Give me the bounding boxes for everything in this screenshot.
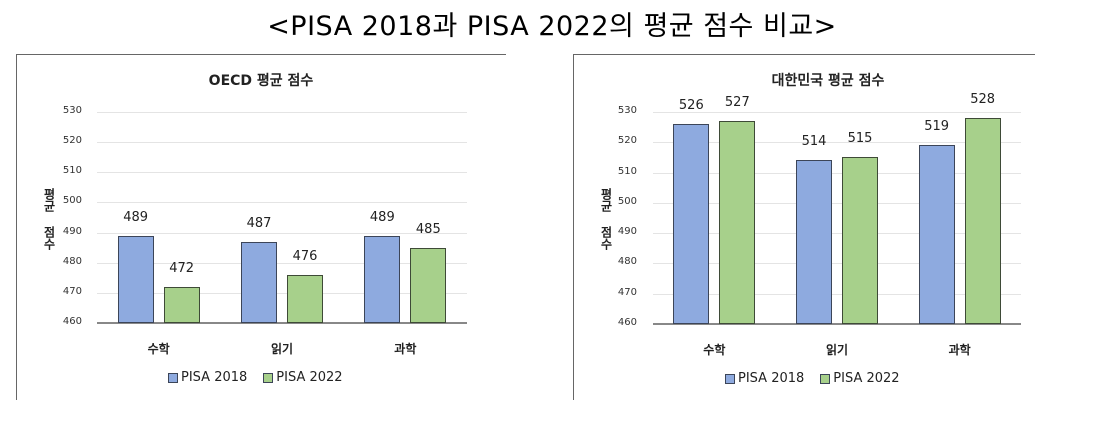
legend-swatch-icon (820, 373, 831, 384)
data-label: 472 (169, 260, 195, 276)
data-label: 514 (801, 134, 827, 150)
gridline (97, 232, 467, 234)
y-tick-label: 490 (617, 226, 637, 238)
data-label: 527 (724, 95, 750, 111)
y-tick-label: 480 (62, 255, 82, 267)
gridline (653, 233, 1021, 235)
category-label: 과학 (394, 342, 417, 356)
legend-item: PISA 2018 (168, 370, 247, 385)
legend-item: PISA 2022 (820, 371, 900, 386)
bar-pisa2018 (918, 145, 955, 324)
category-label: 과학 (948, 343, 971, 357)
bar-pisa2022 (287, 274, 323, 323)
y-tick-label: 470 (617, 286, 637, 298)
gridline (653, 202, 1021, 204)
y-axis-label: 평균 점수 (599, 188, 613, 250)
bar-pisa2018 (117, 235, 154, 323)
x-axis-line (653, 323, 1021, 325)
legend-label: PISA 2022 (276, 370, 343, 385)
gridline (97, 112, 467, 113)
data-label: 485 (415, 221, 441, 237)
frame-border-top (573, 54, 1035, 55)
chart-title: OECD 평균 점수 (208, 73, 314, 89)
legend-swatch-icon (168, 372, 178, 383)
data-label: 489 (123, 209, 149, 225)
oecd-chart-panel (16, 54, 506, 400)
category-label: 읽기 (270, 342, 294, 356)
gridline (97, 202, 467, 204)
legend: PISA 2018 PISA 2022 (725, 371, 910, 386)
bar-pisa2022 (964, 118, 1001, 324)
gridline (653, 112, 1021, 113)
bar-pisa2022 (163, 286, 200, 323)
bar-pisa2018 (673, 124, 710, 324)
y-tick-label: 460 (62, 316, 82, 327)
data-label: 487 (246, 215, 272, 231)
y-tick-label: 490 (62, 225, 82, 237)
bar-pisa2022 (842, 157, 878, 324)
gridline (97, 262, 467, 264)
category-label: 수학 (703, 343, 726, 357)
category-label: 수학 (147, 342, 170, 356)
legend-swatch-icon (263, 372, 274, 383)
data-label: 489 (369, 209, 395, 225)
y-tick-label: 510 (62, 165, 82, 177)
bar-pisa2018 (241, 241, 277, 323)
bar-pisa2022 (719, 121, 756, 324)
y-axis-label: 평균 점수 (42, 188, 56, 250)
y-tick-label: 510 (617, 165, 637, 177)
gridline (97, 142, 467, 144)
legend-item: PISA 2018 (725, 371, 804, 386)
data-label: 528 (970, 92, 996, 108)
legend-label: PISA 2022 (833, 371, 900, 386)
x-axis-line (97, 322, 467, 324)
y-tick-label: 460 (617, 317, 637, 328)
chart-title: 대한민국 평균 점수 (771, 73, 885, 89)
y-tick-label: 500 (62, 195, 82, 207)
bar-pisa2018 (796, 160, 832, 324)
y-tick-label: 470 (62, 285, 82, 297)
frame-border-left (573, 54, 574, 400)
y-tick-label: 520 (62, 135, 82, 147)
gridline (97, 172, 467, 174)
y-tick-label: 520 (617, 135, 637, 147)
gridline (653, 172, 1021, 174)
bar-pisa2018 (364, 235, 401, 323)
korea-chart-panel (573, 54, 1035, 400)
y-tick-label: 530 (62, 105, 82, 116)
y-tick-label: 480 (617, 256, 637, 268)
gridline (653, 293, 1021, 295)
gridline (653, 142, 1021, 144)
data-label: 476 (292, 248, 318, 264)
page-title: <PISA 2018과 PISA 2022의 평균 점수 비교> (267, 11, 837, 42)
data-label: 519 (924, 119, 950, 135)
bar-pisa2022 (410, 247, 447, 323)
y-tick-label: 530 (617, 105, 637, 116)
data-label: 515 (847, 131, 873, 147)
legend-swatch-icon (725, 373, 735, 384)
gridline (97, 292, 467, 294)
category-label: 읽기 (825, 343, 849, 357)
legend: PISA 2018 PISA 2022 (168, 370, 353, 385)
legend-label: PISA 2018 (181, 370, 248, 385)
data-label: 526 (678, 98, 704, 114)
frame-border-top (16, 54, 506, 55)
gridline (653, 263, 1021, 265)
y-tick-label: 500 (617, 195, 637, 207)
frame-border-left (16, 54, 17, 400)
legend-item: PISA 2022 (263, 370, 343, 385)
legend-label: PISA 2018 (738, 371, 805, 386)
